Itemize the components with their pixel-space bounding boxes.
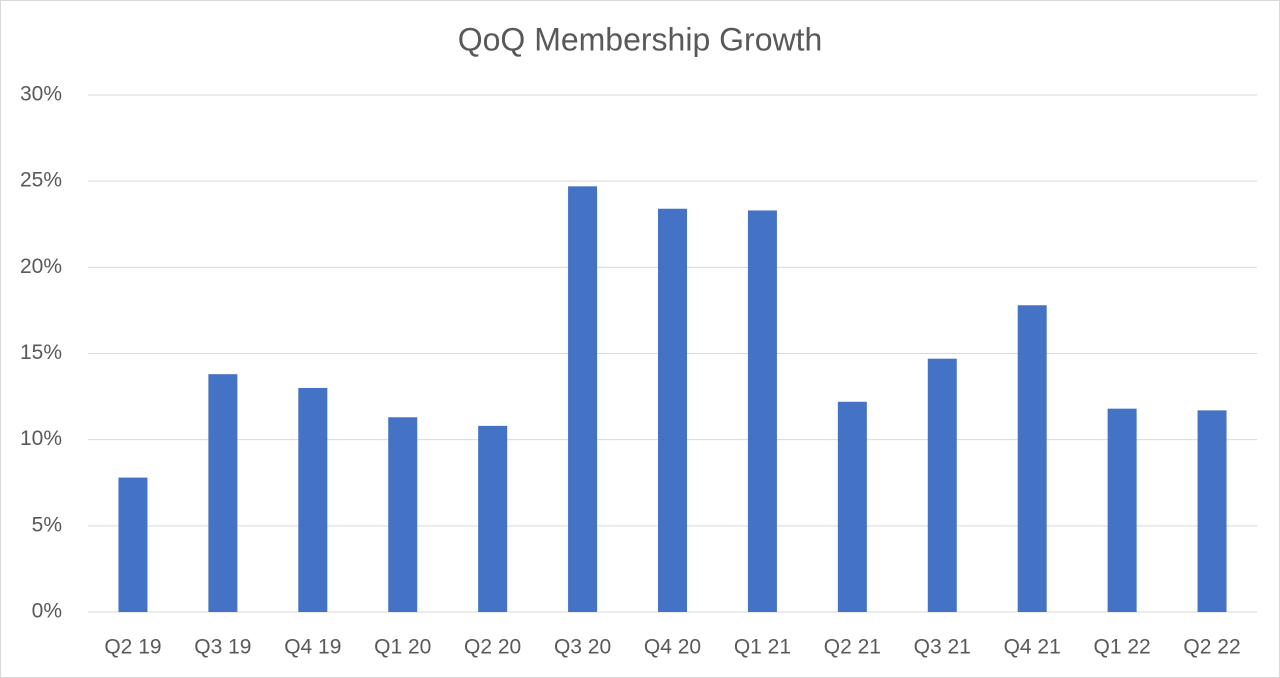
bar — [1197, 410, 1227, 612]
x-tick-label: Q3 20 — [554, 636, 611, 659]
bar — [1107, 408, 1137, 612]
x-tick-label: Q2 21 — [824, 636, 881, 659]
y-tick-label: 0% — [32, 600, 62, 623]
bar — [568, 186, 598, 612]
x-tick-label: Q4 21 — [1004, 636, 1061, 659]
x-tick-label: Q2 22 — [1183, 636, 1240, 659]
bar — [927, 358, 957, 612]
bar — [658, 208, 687, 613]
x-tick-label: Q2 20 — [464, 636, 521, 659]
bar — [1017, 305, 1047, 612]
y-tick-label: 30% — [20, 83, 62, 106]
x-tick-label: Q1 20 — [374, 636, 431, 659]
bar — [478, 425, 508, 612]
x-tick-label: Q4 20 — [644, 636, 701, 659]
y-tick-label: 25% — [20, 169, 62, 192]
bar — [118, 477, 148, 612]
x-tick-label: Q2 19 — [104, 636, 161, 659]
y-tick-label: 5% — [32, 513, 62, 536]
bar — [747, 210, 777, 613]
x-tick-label: Q3 21 — [914, 636, 971, 659]
bar — [837, 401, 867, 612]
x-tick-label: Q3 19 — [194, 636, 251, 659]
x-tick-label: Q1 22 — [1094, 636, 1151, 659]
y-tick-label: 15% — [20, 341, 62, 364]
bar — [298, 387, 328, 612]
y-tick-label: 20% — [20, 255, 62, 278]
y-tick-label: 10% — [20, 427, 62, 450]
bar — [208, 374, 238, 612]
bar — [388, 417, 418, 612]
x-tick-label: Q4 19 — [284, 636, 341, 659]
x-tick-label: Q1 21 — [734, 636, 791, 659]
chart-title: QoQ Membership Growth — [458, 21, 823, 57]
